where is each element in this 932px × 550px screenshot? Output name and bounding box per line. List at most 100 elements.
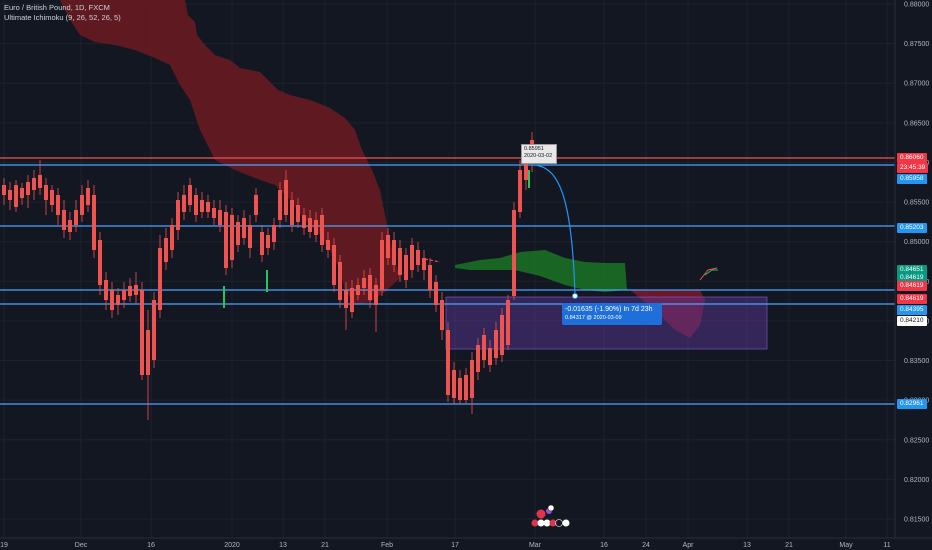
projection-end-point[interactable] (572, 293, 578, 299)
tooltip-date: 2020-03-02 (524, 153, 553, 159)
chart-grid (0, 0, 895, 538)
time-tick-label: May (839, 542, 853, 549)
future-span-line (699, 267, 718, 281)
candle-body (116, 295, 120, 305)
candle-body (452, 370, 456, 398)
candle-body (302, 215, 306, 228)
time-tick-label: 19 (0, 542, 8, 549)
price-badge: 0.86060 (897, 153, 927, 163)
projection-tooltip: -0.01635 (-1.90%) In 7d 23h 0.84317 @ 20… (562, 303, 662, 325)
candle-body (362, 278, 366, 288)
price-badge: 0.84619 (897, 294, 927, 304)
candle-body (500, 315, 504, 355)
future-span-line-green (704, 269, 718, 276)
candle-body (356, 285, 360, 295)
candle-body (194, 195, 198, 215)
candle-body (86, 188, 90, 205)
time-tick-label: 17 (451, 542, 459, 549)
candle-body (476, 345, 480, 372)
candle-body (326, 240, 330, 250)
time-tick-label: 16 (147, 542, 155, 549)
candle-body (152, 300, 156, 360)
time-tick-label: Feb (381, 542, 393, 549)
candle-body (278, 190, 282, 220)
time-tick-label: Dec (75, 542, 88, 549)
candle-body (200, 200, 204, 212)
chikou-span (424, 258, 441, 263)
candle-body (158, 248, 162, 310)
candle-body (140, 290, 144, 375)
candle-body (488, 348, 492, 365)
price-badge: 0.84210 (897, 316, 927, 326)
tooltip-price: 0.85951 (524, 146, 544, 152)
candle-body (68, 220, 72, 232)
candle-body (56, 195, 60, 215)
candle-body (98, 240, 102, 285)
candle-body (368, 275, 372, 300)
candle-body (242, 218, 246, 238)
candle-body (350, 288, 354, 312)
candle-body (314, 220, 318, 235)
candle-body (104, 280, 108, 300)
candle-body (518, 170, 522, 212)
candle-body (122, 290, 126, 300)
candle-body (230, 215, 234, 260)
candle-body (164, 238, 168, 262)
projection-curve[interactable] (531, 164, 576, 296)
candle-body (44, 185, 48, 200)
candle-body (32, 178, 36, 190)
price-badge: 0.85958 (897, 174, 927, 184)
candle-body (494, 330, 498, 358)
candle-body (284, 180, 288, 215)
price-tick-label: 0.87500 (904, 41, 929, 48)
chart-header: Euro / British Pound, 1D, FXCM Ultimate … (4, 3, 121, 23)
candle-body (218, 210, 222, 225)
candle-body (248, 225, 252, 248)
time-tick-label: 13 (279, 542, 287, 549)
candle-body (506, 300, 510, 345)
indicator-title[interactable]: Ultimate Ichimoku (9, 26, 52, 26, 5) (4, 13, 121, 22)
candle-body (182, 195, 186, 212)
candle-body (8, 190, 12, 200)
time-axis-ticks: 19 Dec 16 2020 13 21 Feb 17 Mar 16 24 Apr 13 21 May 11 (0, 542, 891, 549)
time-tick-label: 11 (883, 542, 890, 549)
candle-body (224, 212, 228, 268)
event-count-icon (547, 504, 555, 512)
price-tick-label: 0.82000 (904, 477, 929, 484)
candle-body (434, 282, 438, 305)
symbol-title[interactable]: Euro / British Pound, 1D, FXCM (4, 3, 110, 12)
price-tick-label: 0.85500 (904, 200, 929, 207)
time-tick-label: 21 (785, 542, 793, 549)
price-tick-label: 0.87000 (904, 81, 929, 88)
candle-body (212, 208, 216, 218)
candle-body (470, 360, 474, 398)
ichimoku-cloud-future-bearish (630, 290, 705, 338)
time-tick-label: 2020 (224, 542, 240, 549)
price-tick-label: 0.81500 (904, 517, 929, 524)
price-badge: 0.84651 (897, 265, 927, 275)
candle-body (62, 210, 66, 230)
candle-body (440, 300, 444, 330)
candle-body (74, 210, 78, 225)
candle-body (80, 195, 84, 215)
candle-body (482, 335, 486, 360)
candle-body (14, 185, 18, 207)
signal-arrows (223, 170, 530, 308)
time-axis-background (0, 538, 932, 550)
candle-body (170, 225, 174, 250)
price-badge: 0.82961 (897, 399, 927, 409)
candles-series (2, 132, 534, 420)
candle-body (272, 225, 276, 242)
candle-body (110, 290, 114, 310)
horizontal-levels[interactable] (0, 157, 895, 405)
candle-body (332, 245, 336, 285)
candle-body (254, 195, 258, 215)
time-tick-label: 21 (321, 542, 329, 549)
candle-body (260, 232, 264, 255)
time-tick-label: 16 (600, 542, 608, 549)
projection-target: 0.84317 @ 2020-03-09 (565, 315, 622, 321)
price-tick-label: 0.82500 (904, 437, 929, 444)
candle-body (296, 205, 300, 222)
event-icons[interactable] (531, 504, 570, 527)
